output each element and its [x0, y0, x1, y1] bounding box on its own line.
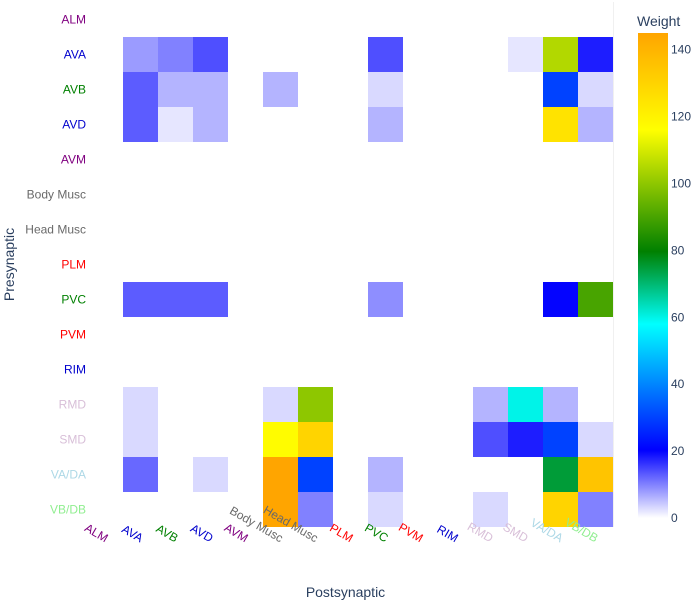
colorbar-tick-label: 120 — [671, 110, 691, 124]
heatmap-cell — [123, 72, 158, 107]
heatmap-cell — [578, 492, 613, 527]
heatmap-cell — [193, 107, 228, 142]
heatmap-cell — [158, 107, 193, 142]
y-tick-label: VA/DA — [51, 468, 86, 482]
heatmap-cell — [263, 387, 298, 422]
heatmap-cell — [543, 422, 578, 457]
heatmap-cell — [473, 422, 508, 457]
heatmap-cell — [543, 387, 578, 422]
heatmap-cell — [123, 457, 158, 492]
heatmap-cell — [543, 457, 578, 492]
heatmap-cell — [368, 282, 403, 317]
heatmap-cell — [193, 282, 228, 317]
y-tick-label: PVM — [60, 328, 86, 342]
heatmap-cell — [158, 72, 193, 107]
colorbar-tick-label: 60 — [671, 310, 685, 324]
heatmap-cell — [578, 457, 613, 492]
heatmap-cell — [263, 422, 298, 457]
heatmap-cell — [298, 422, 333, 457]
heatmap-cell — [123, 422, 158, 457]
y-tick-label: AVD — [62, 118, 86, 132]
heatmap-cell — [263, 457, 298, 492]
heatmap-cell — [508, 37, 543, 72]
heatmap-cell — [473, 387, 508, 422]
heatmap-cell — [123, 387, 158, 422]
heatmap-cell — [158, 282, 193, 317]
heatmap-cell — [578, 422, 613, 457]
y-tick-label: VB/DB — [50, 503, 86, 517]
colorbar-tick-label: 80 — [671, 243, 685, 257]
heatmap-cell — [578, 72, 613, 107]
heatmap-cell — [368, 107, 403, 142]
heatmap-cell — [368, 72, 403, 107]
heatmap-cell — [298, 492, 333, 527]
heatmap-cell — [543, 72, 578, 107]
heatmap-cell — [123, 107, 158, 142]
y-tick-label: RMD — [59, 398, 87, 412]
heatmap-cell — [543, 37, 578, 72]
y-tick-label: AVM — [61, 153, 86, 167]
heatmap-cell — [158, 37, 193, 72]
heatmap-cell — [193, 37, 228, 72]
heatmap-cell — [578, 37, 613, 72]
colorbar-tick-label: 40 — [671, 377, 685, 391]
x-axis-title: Postsynaptic — [306, 584, 385, 600]
y-tick-label: AVA — [64, 48, 86, 62]
heatmap-cell — [298, 457, 333, 492]
heatmap-cell — [473, 492, 508, 527]
heatmap-cell — [298, 387, 333, 422]
y-axis-title: Presynaptic — [1, 228, 17, 301]
heatmap-cell — [578, 107, 613, 142]
heatmap-cell — [193, 72, 228, 107]
heatmap-cell — [193, 457, 228, 492]
heatmap-cell — [543, 282, 578, 317]
colorbar-tick-label: 20 — [671, 444, 685, 458]
colorbar — [638, 33, 668, 518]
heatmap-cell — [543, 107, 578, 142]
heatmap-cell — [578, 282, 613, 317]
y-tick-label: Head Musc — [25, 223, 86, 237]
heatmap-cell — [508, 387, 543, 422]
heatmap-cell — [263, 72, 298, 107]
colorbar-tick-label: 140 — [671, 43, 691, 57]
y-tick-label: SMD — [59, 433, 86, 447]
y-tick-label: RIM — [64, 363, 86, 377]
y-tick-label: PVC — [61, 293, 86, 307]
colorbar-tick-label: 100 — [671, 177, 691, 191]
y-tick-label: ALM — [61, 13, 86, 27]
heatmap-cell — [508, 422, 543, 457]
heatmap-cell — [263, 492, 298, 527]
colorbar-tick-label: 0 — [671, 511, 678, 525]
y-tick-label: PLM — [61, 258, 86, 272]
heatmap-cell — [123, 282, 158, 317]
heatmap-cell — [123, 37, 158, 72]
y-tick-label: Body Musc — [27, 188, 86, 202]
y-tick-label: AVB — [63, 83, 86, 97]
heatmap-cell — [368, 457, 403, 492]
heatmap-cell — [543, 492, 578, 527]
heatmap-cell — [368, 37, 403, 72]
heatmap-cell — [368, 492, 403, 527]
colorbar-title: Weight — [637, 13, 680, 29]
